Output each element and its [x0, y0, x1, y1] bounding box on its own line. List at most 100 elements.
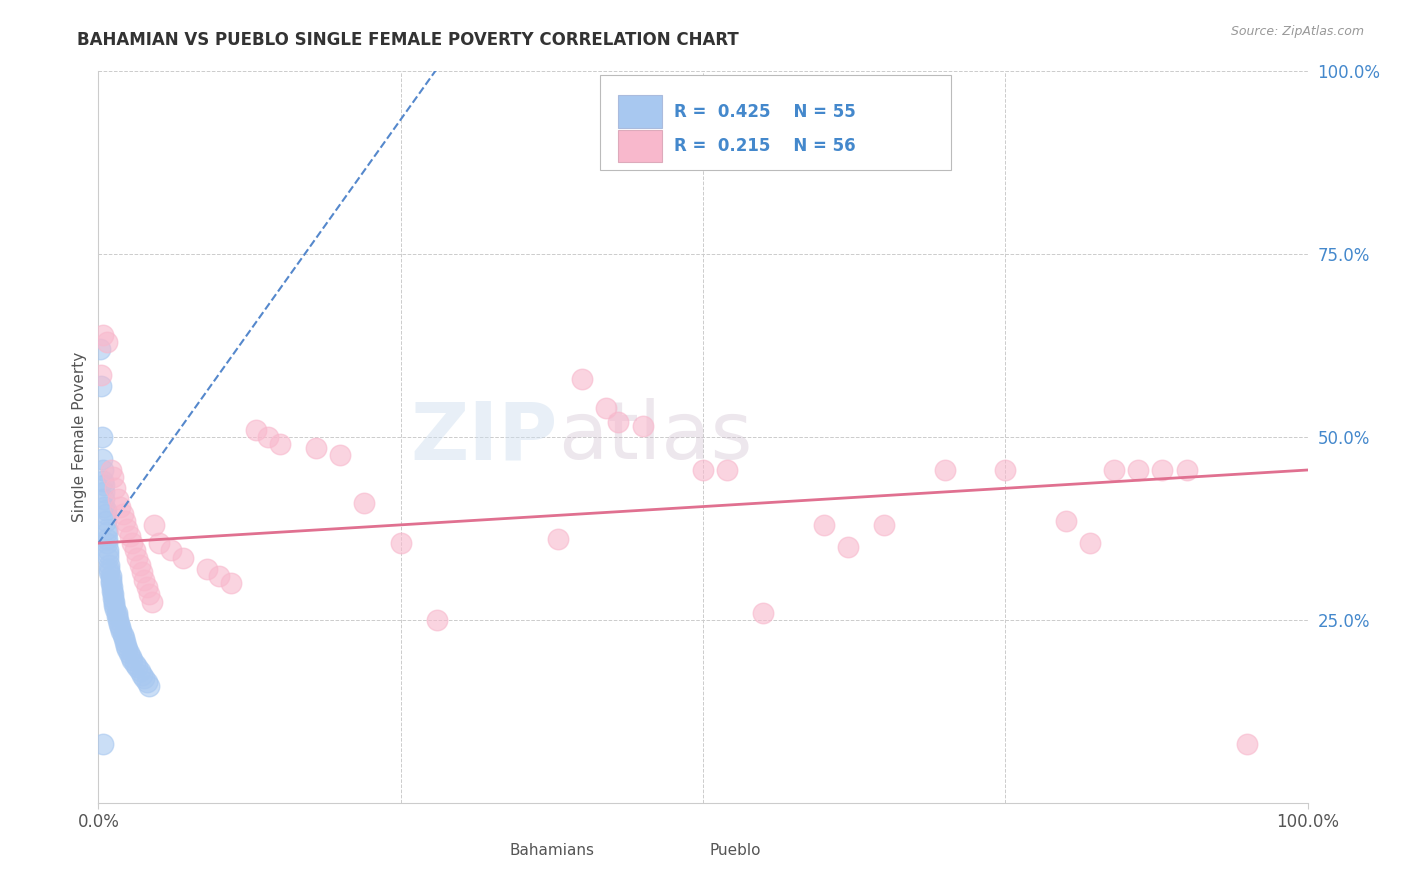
Point	[96, 334, 118, 349]
Point	[124, 543, 146, 558]
Point	[752, 606, 775, 620]
Point	[256, 430, 278, 444]
Text: atlas: atlas	[558, 398, 752, 476]
Point	[571, 371, 593, 385]
Point	[118, 646, 141, 660]
Point	[108, 500, 131, 514]
Point	[131, 566, 153, 580]
Point	[100, 580, 122, 594]
Point	[716, 463, 738, 477]
Point	[105, 609, 128, 624]
Point	[837, 540, 859, 554]
Point	[692, 463, 714, 477]
Point	[110, 624, 132, 638]
Point	[143, 517, 166, 532]
Text: Bahamians: Bahamians	[509, 843, 595, 858]
Point	[141, 594, 163, 608]
Point	[100, 576, 122, 591]
Point	[101, 591, 124, 605]
Point	[97, 547, 120, 561]
Point	[97, 543, 120, 558]
Point	[595, 401, 617, 415]
Point	[103, 599, 125, 613]
FancyBboxPatch shape	[619, 95, 662, 128]
Point	[813, 517, 835, 532]
Point	[148, 536, 170, 550]
FancyBboxPatch shape	[658, 836, 702, 865]
Point	[305, 441, 328, 455]
Point	[105, 606, 128, 620]
Point	[108, 620, 131, 634]
Point	[101, 587, 124, 601]
Point	[172, 550, 194, 565]
Point	[93, 500, 115, 514]
Point	[127, 660, 149, 674]
FancyBboxPatch shape	[458, 836, 502, 865]
Point	[221, 576, 243, 591]
Point	[1236, 737, 1258, 751]
Point	[94, 514, 117, 528]
Point	[91, 452, 114, 467]
Point	[96, 525, 118, 540]
Point	[873, 517, 896, 532]
FancyBboxPatch shape	[619, 130, 662, 162]
Text: ZIP: ZIP	[411, 398, 558, 476]
Point	[138, 587, 160, 601]
Point	[547, 533, 569, 547]
Point	[127, 550, 149, 565]
Point	[90, 379, 112, 393]
Point	[91, 737, 114, 751]
Point	[117, 521, 139, 535]
Point	[93, 477, 115, 491]
Point	[1078, 536, 1101, 550]
Point	[100, 569, 122, 583]
Text: BAHAMIAN VS PUEBLO SINGLE FEMALE POVERTY CORRELATION CHART: BAHAMIAN VS PUEBLO SINGLE FEMALE POVERTY…	[77, 31, 740, 49]
Point	[104, 481, 127, 495]
Point	[426, 613, 449, 627]
Point	[118, 529, 141, 543]
Point	[98, 562, 121, 576]
Point	[108, 616, 131, 631]
Point	[91, 327, 114, 342]
Point	[91, 474, 114, 488]
Point	[994, 463, 1017, 477]
Point	[93, 492, 115, 507]
Point	[96, 521, 118, 535]
Point	[96, 536, 118, 550]
Point	[111, 627, 134, 641]
Point	[1128, 463, 1150, 477]
Point	[195, 562, 218, 576]
Point	[93, 485, 115, 500]
Point	[353, 496, 375, 510]
Point	[89, 343, 111, 357]
Point	[131, 667, 153, 681]
Point	[112, 632, 135, 646]
FancyBboxPatch shape	[600, 75, 950, 170]
Point	[160, 543, 183, 558]
Point	[100, 463, 122, 477]
Point	[115, 639, 138, 653]
Point	[128, 664, 150, 678]
Point	[91, 430, 114, 444]
Point	[128, 558, 150, 573]
Point	[121, 653, 143, 667]
Point	[389, 536, 412, 550]
Text: R =  0.215    N = 56: R = 0.215 N = 56	[673, 137, 856, 155]
Point	[111, 507, 134, 521]
Point	[120, 649, 142, 664]
Point	[94, 507, 117, 521]
Point	[114, 635, 136, 649]
Point	[107, 492, 129, 507]
Point	[138, 679, 160, 693]
Point	[1054, 514, 1077, 528]
Point	[94, 503, 117, 517]
Point	[96, 533, 118, 547]
Point	[103, 594, 125, 608]
Point	[134, 573, 156, 587]
Point	[607, 416, 630, 430]
Point	[269, 437, 291, 451]
Point	[90, 368, 112, 382]
Point	[934, 463, 956, 477]
Point	[101, 470, 124, 484]
Point	[1102, 463, 1125, 477]
